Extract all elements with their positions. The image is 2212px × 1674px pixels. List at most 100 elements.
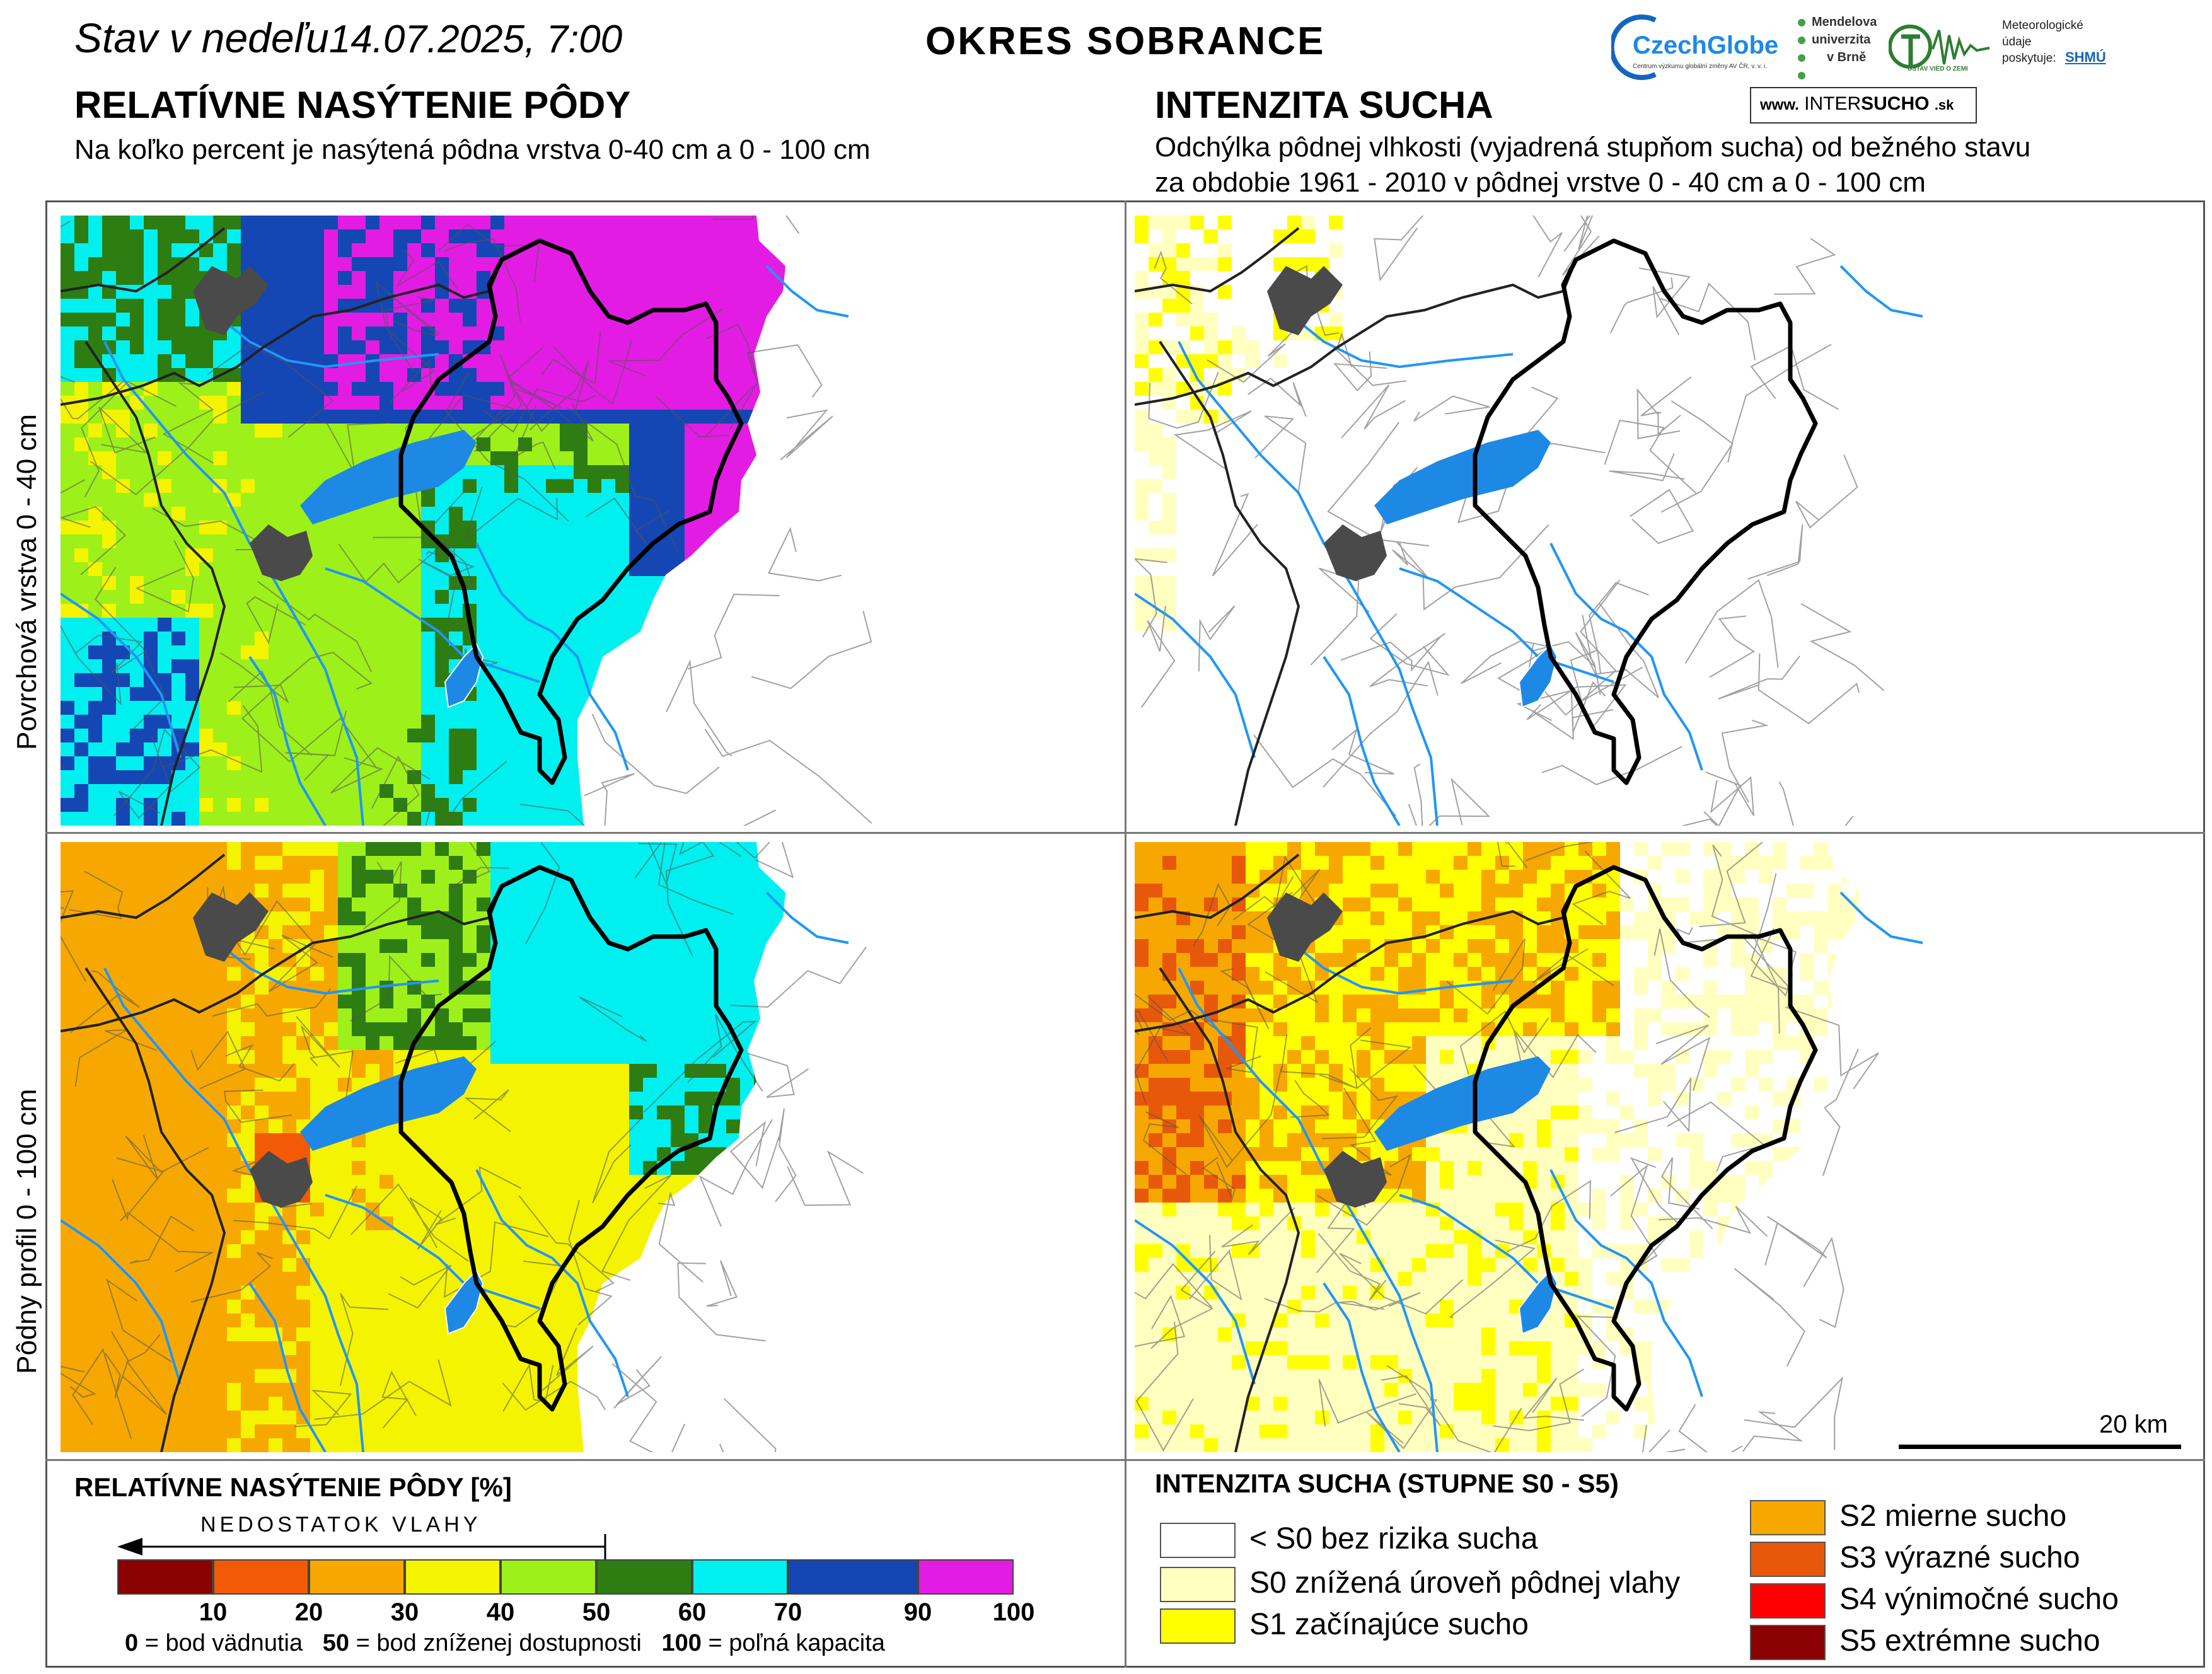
raster-cell: [1246, 632, 1260, 646]
raster-cell: [1773, 340, 1787, 355]
municipal-boundary: [507, 347, 594, 442]
raster-cell: [116, 590, 130, 604]
raster-cell: [61, 299, 75, 313]
raster-cell: [1606, 257, 1621, 272]
raster-cell: [366, 507, 380, 521]
raster-cell: [1301, 340, 1316, 355]
raster-cell: [726, 842, 741, 857]
raster-cell: [1592, 216, 1607, 230]
raster-cell: [1662, 396, 1676, 410]
raster-cell: [1162, 576, 1177, 591]
raster-cell: [740, 216, 755, 230]
raster-cell: [1232, 354, 1246, 369]
raster-cell: [407, 812, 422, 826]
raster-cell: [1551, 493, 1565, 507]
raster-cell: [1495, 576, 1510, 591]
intersucho-link[interactable]: www. INTERSUCHO .sk: [1750, 87, 1977, 124]
raster-cell: [1412, 243, 1427, 258]
raster-cell: [643, 701, 657, 715]
partner-logos: CzechGlobe Centrum výzkumu globální změn…: [1611, 13, 2141, 124]
raster-cell: [740, 673, 755, 688]
raster-cell: [1842, 299, 1856, 313]
raster-cell: [88, 548, 103, 563]
raster-cell: [1856, 507, 1860, 521]
raster-cell: [546, 604, 560, 618]
raster-cell: [1634, 451, 1648, 466]
raster-cell: [1800, 729, 1815, 743]
raster-cell: [477, 604, 491, 618]
raster-cell: [1218, 715, 1232, 729]
raster-cell: [657, 229, 671, 244]
raster-cell: [1565, 229, 1579, 244]
raster-cell: [1773, 493, 1787, 507]
raster-cell: [130, 632, 144, 646]
raster-cell: [213, 437, 228, 452]
raster-cell: [1814, 354, 1829, 369]
raster-cell: [1842, 216, 1856, 230]
raster-cell: [1454, 687, 1468, 701]
raster-cell: [171, 842, 186, 857]
municipal-boundary: [1532, 216, 1563, 278]
raster-cell: [588, 715, 602, 729]
raster-cell: [1676, 410, 1690, 424]
raster-cell: [1273, 756, 1288, 771]
raster-cell: [171, 285, 186, 299]
raster-cell: [1606, 534, 1621, 549]
raster-cell: [171, 604, 186, 618]
raster-cell: [1828, 729, 1843, 743]
raster-cell: [1259, 396, 1274, 410]
raster-cell: [102, 507, 117, 521]
raster-cell: [1814, 562, 1829, 577]
raster-cell: [366, 798, 380, 812]
raster-cell: [102, 243, 117, 258]
raster-cell: [532, 313, 547, 327]
raster-cell: [532, 354, 547, 369]
raster-cell: [1481, 534, 1496, 549]
raster-cell: [685, 756, 699, 771]
raster-cell: [1232, 285, 1246, 299]
raster-cell: [1814, 729, 1829, 743]
raster-cell: [726, 618, 741, 632]
raster-cell: [1745, 770, 1759, 785]
raster-cell: [1828, 216, 1843, 230]
raster-cell: [1814, 340, 1829, 355]
raster-cell: [227, 687, 241, 701]
raster-cell: [310, 632, 325, 646]
raster-cell: [366, 632, 380, 646]
raster-cell: [1509, 354, 1524, 369]
raster-cell: [1703, 465, 1718, 480]
raster-cell: [1551, 715, 1565, 729]
raster-cell: [144, 576, 158, 591]
raster-cell: [407, 715, 422, 729]
raster-cell: [227, 729, 241, 743]
raster-cell: [366, 812, 380, 826]
raster-cell: [698, 842, 713, 857]
raster-cell: [213, 382, 228, 396]
raster-cell: [546, 562, 560, 577]
raster-cell: [477, 632, 491, 646]
raster-cell: [698, 451, 713, 466]
raster-cell: [74, 659, 89, 674]
raster-cell: [1329, 465, 1343, 480]
town-area: [1267, 266, 1343, 335]
municipal-boundary: [1526, 684, 1627, 729]
raster-cell: [88, 756, 103, 771]
raster-cell: [504, 659, 519, 674]
raster-cell: [1523, 382, 1537, 396]
raster-cell: [1398, 645, 1413, 660]
raster-cell: [504, 410, 519, 424]
raster-cell: [1426, 798, 1440, 812]
raster-cell: [1662, 770, 1676, 785]
raster-cell: [629, 257, 644, 272]
raster-cell: [1745, 756, 1759, 771]
raster-cell: [1689, 216, 1704, 230]
raster-cell: [1384, 742, 1399, 757]
raster-cell: [1412, 659, 1427, 674]
raster-cell: [629, 534, 644, 549]
raster-cell: [1481, 340, 1496, 355]
raster-cell: [1828, 534, 1843, 549]
raster-cell: [407, 742, 422, 757]
raster-cell: [324, 729, 339, 743]
raster-cell: [1149, 548, 1163, 563]
raster-cell: [1842, 340, 1856, 355]
